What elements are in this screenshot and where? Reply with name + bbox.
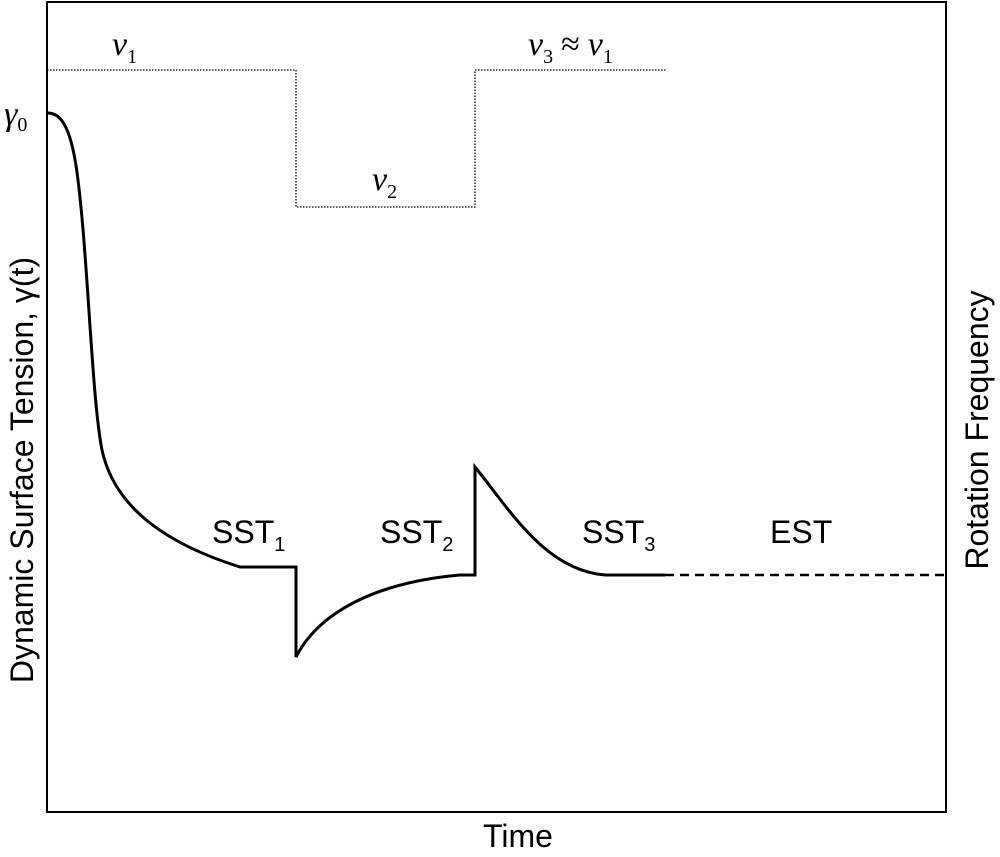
nu3-label: ν3 ≈ ν1 <box>528 26 613 68</box>
subscript: 1 <box>127 46 137 68</box>
label: SST <box>212 514 274 550</box>
x-axis-label: Time <box>483 818 553 854</box>
subscript: 2 <box>442 534 453 556</box>
symbol: ν <box>588 26 604 63</box>
plot-frame <box>46 1 947 813</box>
region-label: SST2 <box>380 514 453 556</box>
symbol: γ <box>4 96 19 133</box>
y-axis-label: Dynamic Surface Tension, γ(t) <box>4 257 40 683</box>
relation: ≈ <box>561 26 580 63</box>
nu2-label: ν2 <box>372 161 397 203</box>
region-label: SST1 <box>212 514 285 556</box>
label: EST <box>770 514 832 550</box>
symbol: ν <box>528 26 544 63</box>
frequency-line <box>47 69 667 208</box>
nu1-label: ν1 <box>112 26 137 68</box>
region-label: SST3 <box>582 514 655 556</box>
subscript: 1 <box>274 534 285 556</box>
label: SST <box>380 514 442 550</box>
symbol: ν <box>112 26 128 63</box>
surface-tension-curve <box>46 111 665 658</box>
label: SST <box>582 514 644 550</box>
subscript: 0 <box>17 114 27 136</box>
subscript: 1 <box>603 46 613 68</box>
subscript: 3 <box>543 46 553 68</box>
region-label: EST <box>770 514 832 550</box>
symbol: ν <box>372 161 388 198</box>
gamma0-label: γ0 <box>4 96 27 136</box>
subscript: 2 <box>387 181 397 203</box>
subscript: 3 <box>644 534 655 556</box>
y2-axis-label: Rotation Frequency <box>959 290 995 569</box>
